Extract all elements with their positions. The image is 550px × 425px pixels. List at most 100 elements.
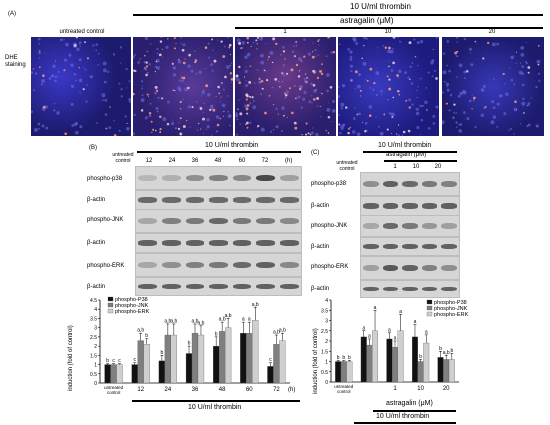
ros-dot — [318, 44, 320, 46]
lane-a-1-label: untreated control — [59, 29, 105, 35]
blot-band — [441, 264, 458, 272]
ros-dot — [202, 117, 206, 121]
blot-band — [185, 197, 205, 203]
ros-dot — [370, 87, 371, 89]
nucleus-dot — [520, 45, 525, 50]
ros-dot — [84, 41, 86, 44]
ros-dot — [350, 79, 353, 82]
nucleus-dot — [48, 77, 52, 80]
ros-dot — [339, 43, 341, 45]
ros-dot — [313, 71, 316, 74]
nucleus-dot — [442, 70, 447, 75]
ros-dot — [205, 128, 207, 130]
ros-dot — [145, 61, 148, 64]
blot-band — [382, 243, 399, 250]
ros-dot — [182, 125, 186, 129]
ros-dot — [327, 132, 330, 134]
nucleus-dot — [397, 134, 401, 136]
nucleus-dot — [357, 73, 361, 77]
panel-b-letter: (B) — [89, 145, 97, 151]
panel-a-thrombin-bar — [133, 14, 543, 16]
lane-c-10: 10 — [412, 164, 420, 170]
nucleus-dot — [265, 42, 267, 45]
blot-band — [362, 203, 379, 209]
nucleus-dot — [198, 106, 201, 108]
ros-dot — [154, 71, 156, 73]
significance-label: b — [439, 346, 442, 352]
ros-dot — [316, 76, 320, 80]
lane-b-48: 48 — [214, 158, 222, 164]
x-tick-label: control — [107, 390, 121, 395]
panel-c-thrombin-label: 10 U/ml thrombin — [378, 142, 432, 149]
nucleus-dot — [171, 119, 174, 121]
nucleus-dot — [404, 71, 407, 75]
bar-2 — [224, 327, 232, 384]
nucleus-dot — [397, 77, 399, 79]
nucleus-dot — [59, 38, 63, 42]
legend-label: phospho-ERK — [434, 312, 469, 318]
nucleus-dot — [352, 37, 356, 41]
nucleus-dot — [419, 133, 422, 136]
nucleus-dot — [252, 105, 257, 110]
blot-band — [232, 240, 252, 246]
nucleus-dot — [466, 117, 470, 121]
nucleus-dot — [141, 71, 143, 73]
nucleus-dot — [356, 132, 361, 136]
nucleus-dot — [398, 69, 402, 74]
nucleus-dot — [210, 134, 213, 136]
ros-dot — [378, 126, 380, 128]
nucleus-dot — [419, 77, 422, 80]
nucleus-dot — [146, 71, 149, 74]
nucleus-dot — [341, 83, 346, 88]
ros-dot — [199, 107, 203, 110]
nucleus-dot — [505, 92, 509, 96]
ros-dot — [516, 109, 518, 111]
nucleus-dot — [284, 97, 287, 100]
nucleus-dot — [388, 60, 390, 62]
nucleus-dot — [427, 126, 431, 130]
ros-dot — [139, 58, 141, 60]
legend-swatch — [107, 296, 114, 302]
ros-dot — [305, 122, 308, 125]
nucleus-dot — [120, 95, 123, 98]
nucleus-dot — [442, 52, 446, 55]
bar-1 — [191, 333, 199, 384]
nucleus-dot — [54, 75, 58, 79]
ros-dot — [445, 102, 448, 105]
ros-dot — [397, 124, 400, 126]
bar-1 — [273, 344, 280, 384]
ros-dot — [281, 81, 283, 83]
bar-1 — [366, 344, 373, 383]
significance-label: a,b — [170, 318, 177, 324]
nucleus-dot — [125, 67, 128, 71]
ros-dot — [312, 83, 316, 87]
ros-dot — [148, 95, 150, 97]
bar-1 — [417, 361, 424, 383]
nucleus-dot — [490, 120, 495, 125]
ros-dot — [388, 78, 391, 81]
panel-c-thrombin-bar — [363, 151, 457, 153]
nucleus-dot — [519, 123, 522, 125]
nucleus-dot — [120, 88, 123, 91]
blot-band — [138, 240, 158, 246]
ros-dot — [255, 39, 258, 42]
nucleus-dot — [503, 112, 507, 116]
nucleus-dot — [339, 131, 342, 135]
ros-dot — [319, 69, 322, 73]
nucleus-dot — [182, 98, 184, 101]
nucleus-dot — [356, 84, 361, 89]
nucleus-dot — [448, 109, 451, 112]
ros-dot — [284, 92, 286, 95]
nucleus-dot — [521, 83, 525, 87]
blot-band — [209, 217, 228, 225]
nucleus-dot — [303, 38, 306, 41]
nucleus-dot — [470, 52, 472, 54]
nucleus-dot — [379, 131, 384, 136]
ros-dot — [348, 127, 350, 130]
ros-dot — [179, 132, 183, 136]
ros-dot — [194, 50, 196, 52]
nucleus-dot — [140, 98, 145, 103]
blot-c-label-3: phospho-JNK — [311, 223, 348, 229]
nucleus-dot — [172, 73, 177, 77]
significance-label: a — [248, 317, 251, 323]
